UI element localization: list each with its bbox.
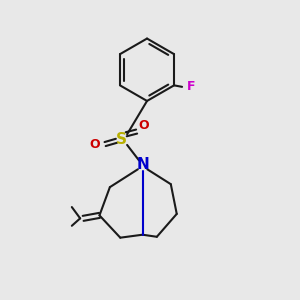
Text: N: N — [136, 158, 149, 172]
Text: O: O — [138, 118, 149, 131]
Text: S: S — [116, 132, 127, 147]
Text: F: F — [187, 80, 195, 93]
Text: O: O — [90, 138, 100, 152]
